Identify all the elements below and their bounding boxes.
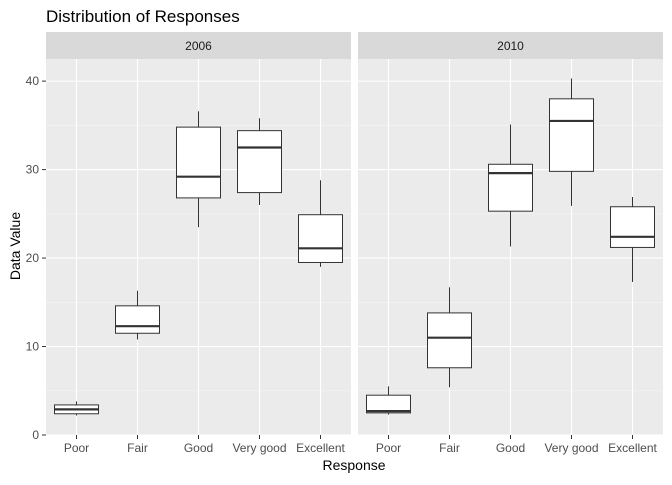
- box-very-good: [549, 78, 594, 206]
- box-iqr: [610, 206, 655, 248]
- box-good: [176, 111, 221, 228]
- facet-panels: 2006 Poor Fair Good Very good Excellent 2010 Po…: [46, 32, 663, 455]
- box-excellent: [610, 197, 655, 282]
- box-fair: [427, 287, 472, 388]
- x-tick-label: Poor: [64, 441, 89, 455]
- box-iqr: [237, 130, 282, 194]
- facet-panel-2006: 2006 Poor Fair Good Very good Excellent: [46, 32, 351, 455]
- x-tick-label: Fair: [439, 441, 460, 455]
- x-axis-title: Response: [322, 457, 385, 473]
- y-tick-label: 40: [26, 74, 40, 88]
- box-iqr: [427, 312, 472, 369]
- box-iqr: [366, 394, 411, 414]
- chart-title: Distribution of Responses: [46, 7, 240, 26]
- y-tick-label: 10: [26, 340, 40, 354]
- x-tick-label: Fair: [127, 441, 148, 455]
- box-iqr: [298, 214, 343, 263]
- x-tick-label: Good: [184, 441, 213, 455]
- box-iqr: [115, 305, 160, 334]
- facet-strip: [46, 32, 351, 59]
- x-tick-label: Very good: [232, 441, 286, 455]
- y-tick-label: 20: [26, 251, 40, 265]
- x-tick-label: Good: [496, 441, 525, 455]
- x-tick-label: Very good: [544, 441, 598, 455]
- box-very-good: [237, 118, 282, 205]
- facet-panel-2010: 2010 Poor Fair Good Very good Excellent: [358, 32, 663, 455]
- box-iqr: [176, 126, 221, 199]
- y-tick-label: 30: [26, 163, 40, 177]
- box-poor: [54, 401, 99, 416]
- box-iqr: [488, 163, 533, 212]
- x-tick-label: Excellent: [296, 441, 345, 455]
- facet-strip-label: 2006: [185, 39, 212, 53]
- facet-strip: [358, 32, 663, 59]
- x-tick-label: Excellent: [608, 441, 657, 455]
- box-fair: [115, 290, 160, 340]
- facet-strip-label: 2010: [497, 39, 524, 53]
- box-excellent: [298, 180, 343, 267]
- x-tick-label: Poor: [376, 441, 401, 455]
- box-iqr: [549, 98, 594, 172]
- y-axis-title: Data Value: [7, 212, 23, 280]
- box-poor: [366, 386, 411, 415]
- box-good: [488, 124, 533, 247]
- y-tick-label: 0: [32, 428, 39, 442]
